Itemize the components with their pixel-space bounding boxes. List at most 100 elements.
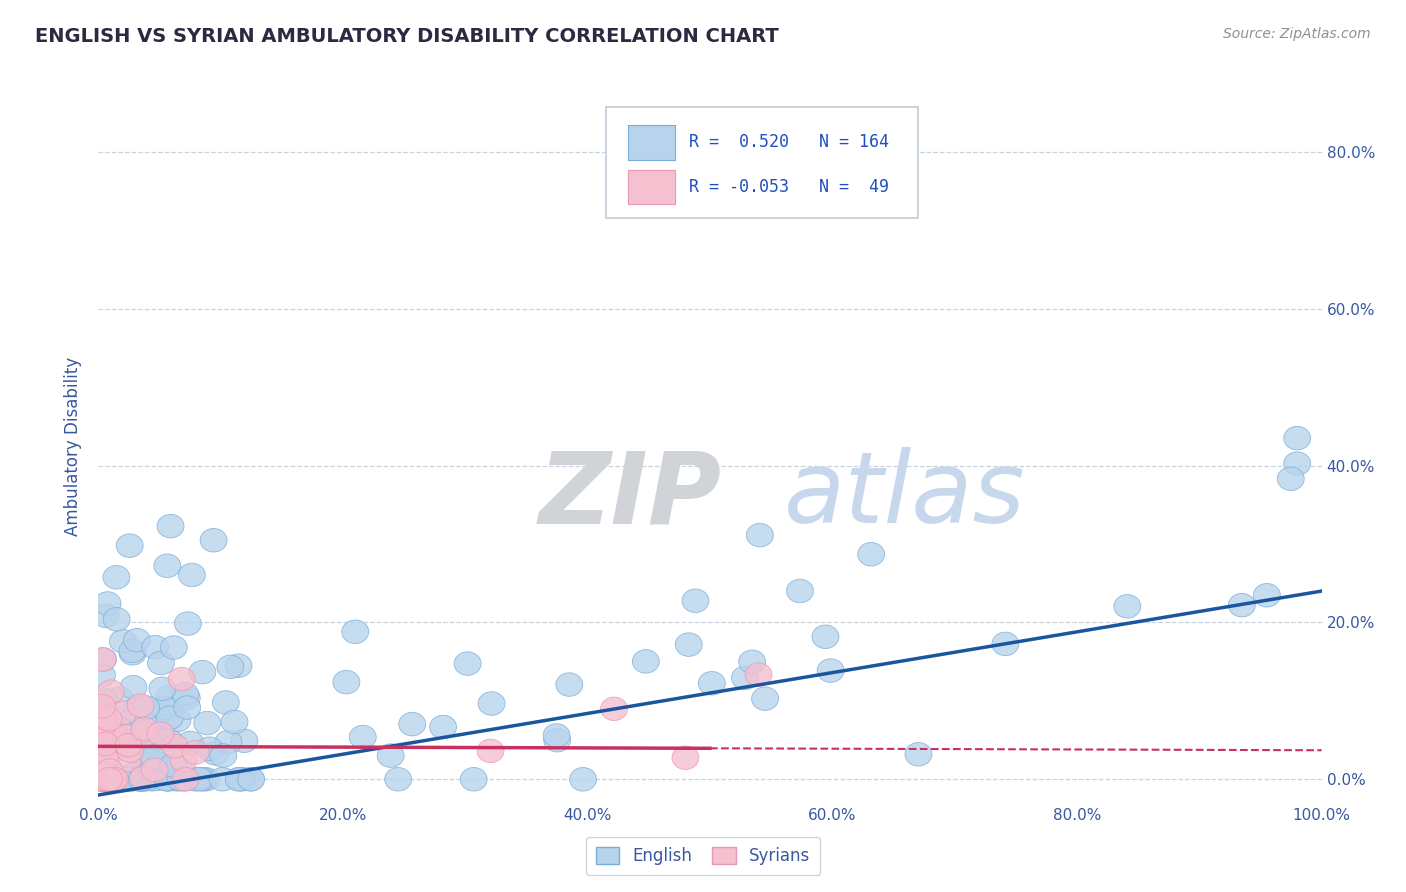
Ellipse shape [786, 579, 814, 603]
Ellipse shape [160, 636, 187, 659]
Ellipse shape [1253, 583, 1281, 607]
Ellipse shape [155, 767, 181, 791]
Ellipse shape [148, 651, 174, 675]
Ellipse shape [107, 728, 134, 751]
Ellipse shape [98, 739, 125, 763]
Ellipse shape [385, 767, 412, 791]
Ellipse shape [100, 767, 127, 791]
Text: Source: ZipAtlas.com: Source: ZipAtlas.com [1223, 27, 1371, 41]
Ellipse shape [90, 767, 118, 791]
Ellipse shape [86, 766, 112, 790]
Ellipse shape [166, 756, 193, 780]
Ellipse shape [699, 672, 725, 695]
Ellipse shape [229, 767, 256, 791]
Ellipse shape [217, 655, 243, 679]
Ellipse shape [555, 673, 582, 697]
Ellipse shape [238, 767, 264, 791]
Ellipse shape [93, 767, 121, 790]
Ellipse shape [745, 663, 772, 687]
Ellipse shape [100, 767, 127, 791]
Ellipse shape [169, 667, 195, 690]
Ellipse shape [128, 767, 155, 791]
Ellipse shape [174, 696, 201, 719]
Ellipse shape [112, 725, 139, 748]
Ellipse shape [153, 727, 180, 750]
Ellipse shape [544, 729, 571, 752]
Ellipse shape [131, 717, 157, 741]
Ellipse shape [90, 727, 117, 751]
Ellipse shape [195, 737, 222, 760]
Ellipse shape [117, 534, 143, 558]
Ellipse shape [1277, 467, 1305, 491]
Ellipse shape [91, 767, 118, 791]
Ellipse shape [181, 740, 209, 764]
Ellipse shape [177, 731, 204, 755]
Ellipse shape [90, 752, 118, 775]
Ellipse shape [127, 767, 153, 791]
Ellipse shape [1284, 452, 1310, 475]
Ellipse shape [600, 697, 627, 721]
Ellipse shape [112, 767, 139, 791]
Ellipse shape [139, 767, 166, 791]
Ellipse shape [107, 767, 134, 791]
Ellipse shape [143, 767, 170, 790]
Ellipse shape [174, 612, 201, 635]
Ellipse shape [145, 727, 172, 750]
Ellipse shape [107, 687, 134, 710]
Ellipse shape [225, 654, 252, 677]
Ellipse shape [226, 767, 253, 791]
Ellipse shape [94, 591, 121, 615]
Ellipse shape [110, 701, 136, 724]
Ellipse shape [86, 761, 112, 785]
Ellipse shape [105, 717, 134, 740]
Ellipse shape [90, 648, 117, 671]
Ellipse shape [112, 767, 139, 791]
Ellipse shape [153, 554, 181, 577]
Ellipse shape [93, 767, 120, 791]
Ellipse shape [104, 715, 131, 739]
Ellipse shape [87, 767, 114, 791]
Text: atlas: atlas [783, 448, 1025, 544]
Ellipse shape [231, 729, 257, 753]
Ellipse shape [96, 707, 122, 731]
Ellipse shape [96, 767, 122, 791]
Ellipse shape [170, 748, 197, 772]
Ellipse shape [333, 671, 360, 694]
Ellipse shape [122, 709, 149, 733]
Ellipse shape [98, 766, 125, 790]
Ellipse shape [100, 767, 128, 791]
Ellipse shape [101, 767, 128, 791]
Ellipse shape [93, 767, 120, 791]
Ellipse shape [118, 709, 145, 733]
Ellipse shape [96, 736, 122, 759]
Ellipse shape [90, 648, 117, 672]
Ellipse shape [201, 741, 229, 765]
Ellipse shape [142, 714, 169, 737]
Ellipse shape [150, 697, 179, 720]
Ellipse shape [120, 767, 146, 791]
Ellipse shape [188, 660, 217, 684]
Ellipse shape [194, 711, 221, 735]
Ellipse shape [89, 664, 115, 687]
Ellipse shape [128, 767, 155, 791]
Ellipse shape [1229, 593, 1256, 617]
Ellipse shape [117, 739, 143, 763]
Ellipse shape [342, 620, 368, 643]
Ellipse shape [103, 767, 129, 791]
Ellipse shape [98, 727, 125, 750]
Ellipse shape [215, 731, 242, 754]
Ellipse shape [430, 715, 457, 739]
Ellipse shape [817, 659, 844, 682]
FancyBboxPatch shape [606, 107, 918, 218]
Ellipse shape [93, 739, 120, 763]
Ellipse shape [86, 732, 112, 756]
Ellipse shape [89, 704, 115, 727]
Ellipse shape [91, 767, 118, 791]
Ellipse shape [162, 734, 188, 758]
Ellipse shape [114, 748, 141, 772]
Ellipse shape [101, 725, 128, 748]
Ellipse shape [156, 706, 183, 730]
Legend: English, Syrians: English, Syrians [586, 837, 820, 875]
Ellipse shape [98, 761, 125, 784]
Ellipse shape [142, 635, 169, 659]
